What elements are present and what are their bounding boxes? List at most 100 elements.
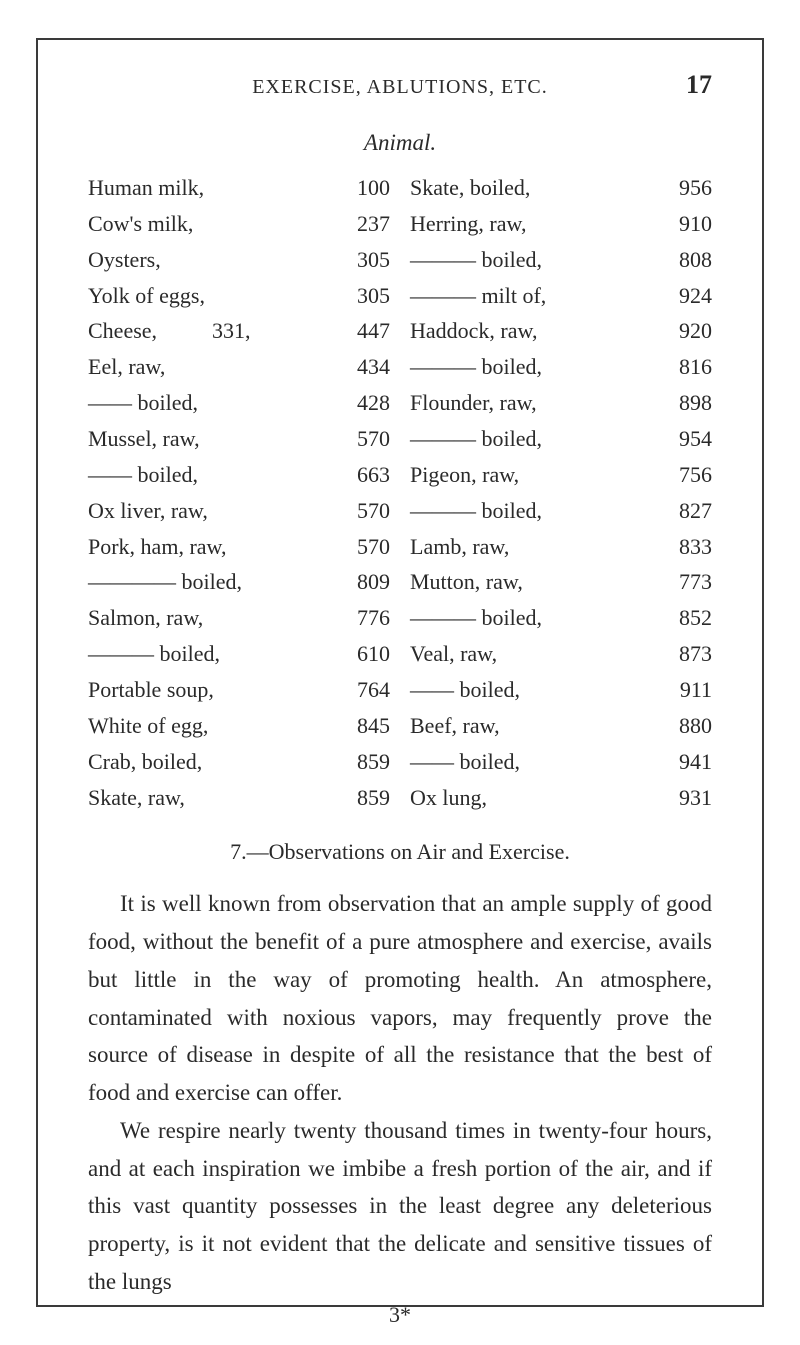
row-value: 910 xyxy=(660,206,712,242)
row-value: 570 xyxy=(338,493,390,529)
row-label: Yolk of eggs, xyxy=(88,278,205,314)
row-label: Portable soup, xyxy=(88,672,214,708)
row-label: Salmon, raw, xyxy=(88,600,203,636)
row-label: Haddock, raw, xyxy=(410,313,537,349)
table-row: Herring, raw, 910 xyxy=(410,206,712,242)
row-value: 610 xyxy=(338,636,390,672)
row-value: 305 xyxy=(338,278,390,314)
table-row: ——— boiled,808 xyxy=(410,242,712,278)
row-label: ——— milt of, xyxy=(410,278,546,314)
row-label: ——— boiled, xyxy=(410,421,542,457)
row-label: —— boiled, xyxy=(88,457,198,493)
row-value: 776 xyxy=(338,600,390,636)
row-value: 827 xyxy=(660,493,712,529)
header-line: EXERCISE, ABLUTIONS, ETC. 17 xyxy=(88,70,712,100)
running-head: EXERCISE, ABLUTIONS, ETC. xyxy=(128,76,672,99)
row-value: 873 xyxy=(660,636,712,672)
row-label: Mutton, raw, xyxy=(410,564,523,600)
row-value: 859 xyxy=(338,744,390,780)
table-row: Veal, raw, 873 xyxy=(410,636,712,672)
row-value: 570 xyxy=(338,421,390,457)
row-value: 924 xyxy=(660,278,712,314)
table-row: White of egg, 845 xyxy=(88,708,390,744)
table-row: Eel, raw, 434 xyxy=(88,349,390,385)
table-row: Mutton, raw, 773 xyxy=(410,564,712,600)
table-row: Pigeon, raw,756 xyxy=(410,457,712,493)
table-row: Ox lung, 931 xyxy=(410,780,712,816)
row-label: —— boiled, xyxy=(88,385,198,421)
paragraph: It is well known from observation that a… xyxy=(88,885,712,1111)
row-value: 764 xyxy=(338,672,390,708)
table-row: ——— boiled, 954 xyxy=(410,421,712,457)
row-label: ———— boiled, xyxy=(88,564,242,600)
row-label: White of egg, xyxy=(88,708,208,744)
row-label: Herring, raw, xyxy=(410,206,526,242)
row-value: 852 xyxy=(660,600,712,636)
row-value: 773 xyxy=(660,564,712,600)
row-label: Lamb, raw, xyxy=(410,529,509,565)
row-value: 956 xyxy=(660,170,712,206)
row-label: Oysters, xyxy=(88,242,161,278)
table-row: ——— boiled, 827 xyxy=(410,493,712,529)
row-value: 447 xyxy=(338,313,390,349)
row-label: ——— boiled, xyxy=(410,493,542,529)
row-value: 663 xyxy=(338,457,390,493)
row-label: —— boiled, xyxy=(410,672,520,708)
table-row: Haddock, raw,920 xyxy=(410,313,712,349)
table-row: Skate, raw, 859 xyxy=(88,780,390,816)
row-value: 931 xyxy=(660,780,712,816)
table-row: Portable soup, 764 xyxy=(88,672,390,708)
body-text: It is well known from observation that a… xyxy=(88,885,712,1300)
table-row: Crab, boiled, 859 xyxy=(88,744,390,780)
page-number: 17 xyxy=(672,70,712,100)
row-value: 833 xyxy=(660,529,712,565)
table-row: Lamb, raw, 833 xyxy=(410,529,712,565)
table-row: Cow's milk,237 xyxy=(88,206,390,242)
row-label: ——— boiled, xyxy=(88,636,220,672)
row-label: ——— boiled, xyxy=(410,600,542,636)
row-value: 880 xyxy=(660,708,712,744)
row-value: 434 xyxy=(338,349,390,385)
row-label: Eel, raw, xyxy=(88,349,165,385)
row-label: Skate, raw, xyxy=(88,780,185,816)
table-row: ———— boiled,809 xyxy=(88,564,390,600)
row-label: Ox lung, xyxy=(410,780,487,816)
section-title: 7.—Observations on Air and Exercise. xyxy=(88,839,712,865)
signature-mark: 3* xyxy=(88,1302,712,1328)
table-row: Salmon, raw, 776 xyxy=(88,600,390,636)
table-row: Skate, boiled, 956 xyxy=(410,170,712,206)
table-row: Ox liver, raw, 570 xyxy=(88,493,390,529)
row-label: Pigeon, raw, xyxy=(410,457,519,493)
table-row: —— boiled, 941 xyxy=(410,744,712,780)
row-label: Ox liver, raw, xyxy=(88,493,208,529)
table-row: Human milk,100 xyxy=(88,170,390,206)
table-row: ——— boiled,816 xyxy=(410,349,712,385)
table-row: Oysters,305 xyxy=(88,242,390,278)
table-column-left: Human milk,100Cow's milk,237Oysters,305Y… xyxy=(88,170,390,815)
row-label: Pork, ham, raw, xyxy=(88,529,227,565)
row-label: Veal, raw, xyxy=(410,636,497,672)
table-row: ——— boiled, 852 xyxy=(410,600,712,636)
row-label: Skate, boiled, xyxy=(410,170,530,206)
row-value: 428 xyxy=(338,385,390,421)
row-value: 845 xyxy=(338,708,390,744)
table-column-right: Skate, boiled,956Herring, raw,910——— boi… xyxy=(410,170,712,815)
row-value: 954 xyxy=(660,421,712,457)
table-row: Yolk of eggs, 305 xyxy=(88,278,390,314)
row-value: 898 xyxy=(660,385,712,421)
table-row: Flounder, raw, 898 xyxy=(410,385,712,421)
row-label: —— boiled, xyxy=(410,744,520,780)
row-label: Mussel, raw, xyxy=(88,421,200,457)
nutrition-table: Human milk,100Cow's milk,237Oysters,305Y… xyxy=(88,170,712,815)
row-label: Crab, boiled, xyxy=(88,744,202,780)
row-value: 808 xyxy=(660,242,712,278)
page-frame: EXERCISE, ABLUTIONS, ETC. 17 Animal. Hum… xyxy=(36,38,764,1307)
table-row: —— boiled,911 xyxy=(410,672,712,708)
row-label: Flounder, raw, xyxy=(410,385,537,421)
table-row: Beef, raw, 880 xyxy=(410,708,712,744)
row-value: 859 xyxy=(338,780,390,816)
row-label: Beef, raw, xyxy=(410,708,500,744)
row-value: 941 xyxy=(660,744,712,780)
row-label: ——— boiled, xyxy=(410,349,542,385)
table-row: ——— milt of, 924 xyxy=(410,278,712,314)
